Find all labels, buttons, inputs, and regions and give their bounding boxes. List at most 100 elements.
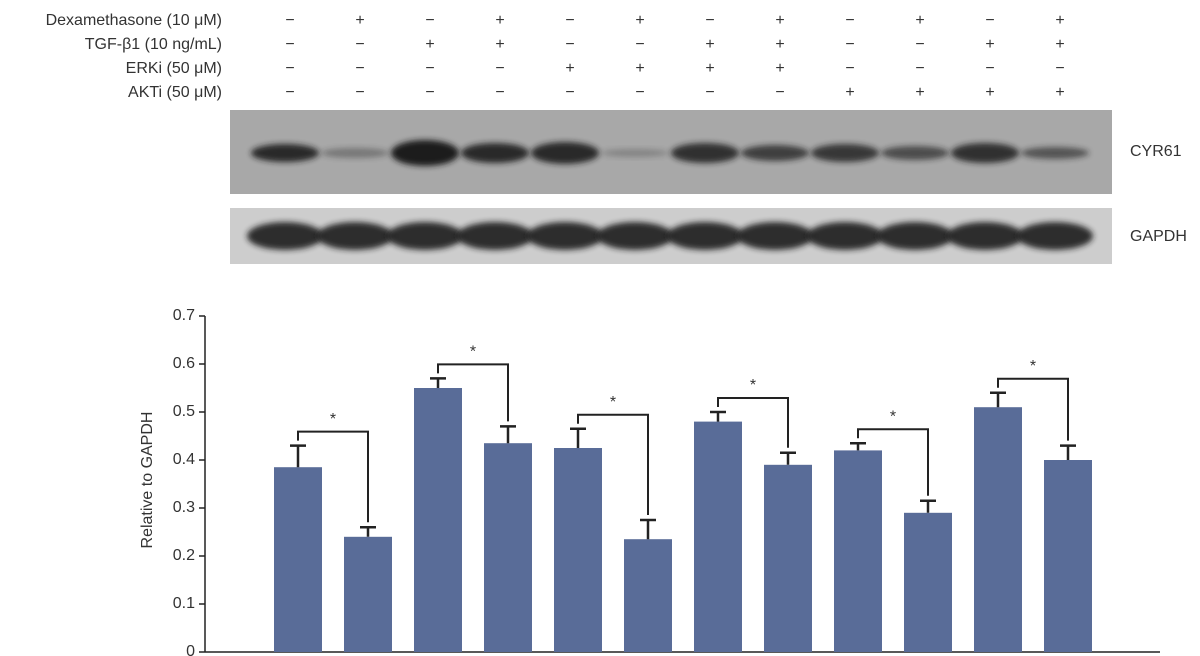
- treatment-sign: −: [635, 36, 644, 53]
- blot-band: [881, 146, 949, 160]
- treatment-label: ERKi (50 μM): [126, 60, 222, 77]
- treatment-sign: −: [425, 84, 434, 101]
- treatment-sign: −: [635, 84, 644, 101]
- blot-band: [951, 143, 1019, 163]
- blot-band: [387, 222, 463, 250]
- treatment-sign: +: [775, 60, 784, 77]
- error-bar: [290, 444, 306, 468]
- blot-band: [251, 144, 319, 162]
- blot-label: CYR61: [1130, 143, 1182, 160]
- treatment-sign: −: [285, 12, 294, 29]
- error-bar: [990, 391, 1006, 408]
- treatment-sign: −: [985, 12, 994, 29]
- treatment-sign: +: [985, 84, 994, 101]
- bar: [834, 450, 882, 652]
- blot-band: [947, 222, 1023, 250]
- treatment-sign: −: [495, 60, 504, 77]
- treatment-sign: +: [1055, 12, 1064, 29]
- y-tick-label: 0.4: [173, 451, 195, 468]
- y-tick-label: 0.2: [173, 547, 195, 564]
- treatment-sign: +: [985, 36, 994, 53]
- treatment-sign: −: [915, 36, 924, 53]
- treatment-sign: −: [285, 36, 294, 53]
- treatment-label: AKTi (50 μM): [128, 84, 222, 101]
- significance-label: *: [470, 344, 476, 361]
- significance-bracket: [717, 397, 789, 448]
- treatment-sign: −: [775, 84, 784, 101]
- bar: [344, 536, 392, 652]
- blot-band: [671, 143, 739, 163]
- blot-band: [461, 143, 529, 163]
- treatment-sign: +: [915, 84, 924, 101]
- error-bar: [780, 451, 796, 465]
- significance-label: *: [750, 377, 756, 394]
- bar: [484, 443, 532, 652]
- bar: [904, 512, 952, 652]
- treatment-sign: +: [1055, 36, 1064, 53]
- blot-band: [597, 222, 673, 250]
- y-tick-label: 0.3: [173, 499, 195, 516]
- treatment-sign: +: [425, 36, 434, 53]
- bar: [624, 539, 672, 652]
- treatment-sign: +: [635, 12, 644, 29]
- y-tick-label: 0.1: [173, 595, 195, 612]
- bar: [1044, 460, 1092, 652]
- bar: [694, 421, 742, 652]
- significance-bracket: [297, 430, 369, 523]
- blot-band: [811, 144, 879, 162]
- blot-band: [1021, 147, 1089, 159]
- error-bar: [500, 425, 516, 444]
- error-bar: [640, 518, 656, 540]
- significance-label: *: [1030, 358, 1036, 375]
- error-bar: [1060, 444, 1076, 460]
- treatment-label: Dexamethasone (10 μM): [46, 12, 222, 29]
- blot-band: [1017, 222, 1093, 250]
- bar: [974, 407, 1022, 652]
- treatment-sign: −: [565, 36, 574, 53]
- y-tick-label: 0.6: [173, 355, 195, 372]
- blot-band: [601, 149, 669, 157]
- treatment-sign: −: [845, 36, 854, 53]
- treatment-sign: +: [915, 12, 924, 29]
- treatment-sign: −: [915, 60, 924, 77]
- treatment-sign: −: [705, 84, 714, 101]
- treatment-sign: −: [985, 60, 994, 77]
- treatment-sign: −: [845, 12, 854, 29]
- treatment-sign: −: [845, 60, 854, 77]
- blot-band: [737, 222, 813, 250]
- treatment-sign: −: [355, 60, 364, 77]
- bar: [764, 464, 812, 652]
- blot-band: [807, 222, 883, 250]
- blot-band: [317, 222, 393, 250]
- significance-label: *: [610, 394, 616, 411]
- bar: [414, 388, 462, 652]
- treatment-sign: −: [285, 84, 294, 101]
- treatment-sign: +: [775, 36, 784, 53]
- error-bar: [710, 410, 726, 422]
- treatment-sign: +: [355, 12, 364, 29]
- treatment-sign: +: [565, 60, 574, 77]
- blot-label: GAPDH: [1130, 228, 1187, 245]
- treatment-sign: −: [425, 12, 434, 29]
- treatment-sign: +: [775, 12, 784, 29]
- blot-band: [527, 222, 603, 250]
- treatment-sign: +: [705, 36, 714, 53]
- bar: [554, 448, 602, 652]
- significance-label: *: [330, 411, 336, 428]
- treatment-sign: +: [495, 36, 504, 53]
- significance-bracket: [437, 363, 509, 422]
- significance-bracket: [997, 377, 1069, 441]
- significance-label: *: [890, 408, 896, 425]
- treatment-sign: −: [565, 84, 574, 101]
- treatment-sign: +: [845, 84, 854, 101]
- significance-bracket: [577, 413, 649, 515]
- treatment-sign: −: [355, 84, 364, 101]
- y-tick-label: 0.5: [173, 403, 195, 420]
- y-tick-label: 0: [186, 643, 195, 656]
- treatment-sign: +: [635, 60, 644, 77]
- blot-band: [877, 222, 953, 250]
- error-bar: [430, 377, 446, 388]
- treatment-sign: −: [425, 60, 434, 77]
- bar: [274, 467, 322, 652]
